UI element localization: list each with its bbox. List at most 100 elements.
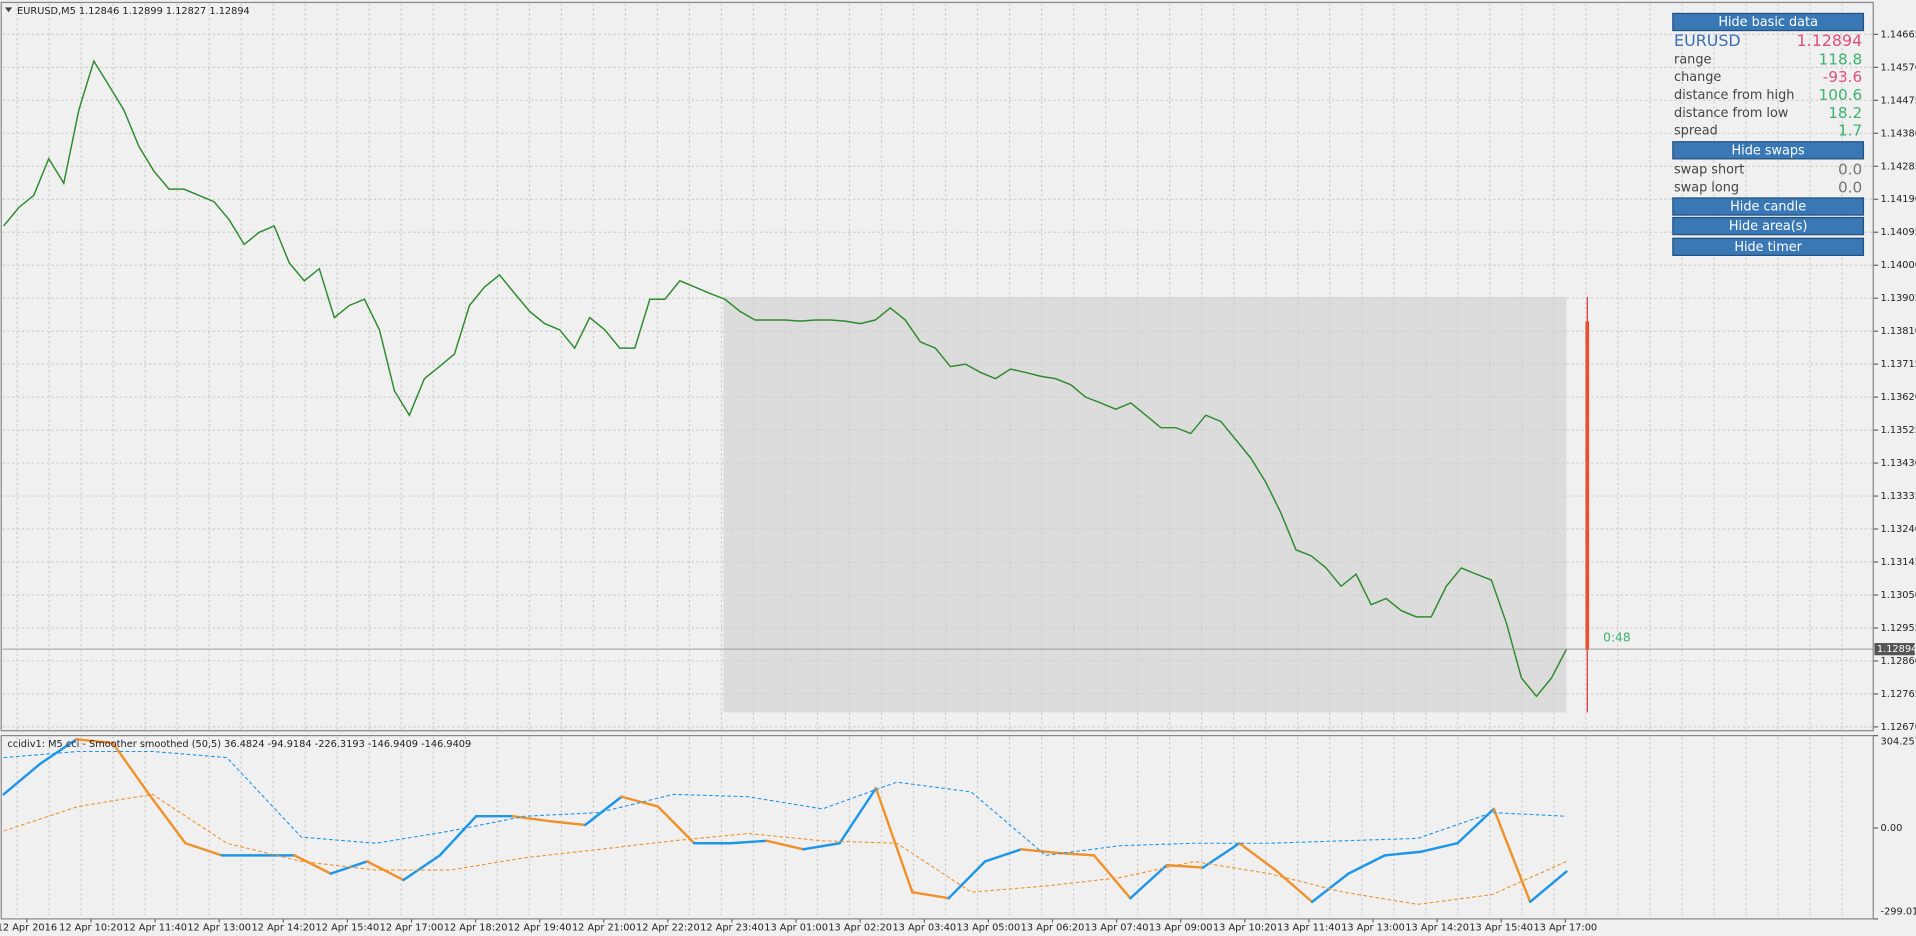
- x-tick-label: 13 Apr 02:20: [828, 922, 892, 933]
- x-tick-label: 12 Apr 11:40: [123, 922, 187, 933]
- y-tick-label: 1.12765: [1881, 689, 1916, 700]
- cci-segment: [729, 839, 769, 845]
- y-tick-label: 1.13905: [1881, 293, 1916, 304]
- swap-label: swap short: [1674, 162, 1744, 177]
- cci-segment: [1165, 863, 1205, 869]
- row-value: 1.7: [1838, 122, 1862, 140]
- x-tick-label: 12 Apr 23:40: [700, 922, 764, 933]
- cci-segment: [983, 848, 1023, 863]
- x-tick-label: 12 Apr 19:40: [508, 922, 572, 933]
- indicator-chart: 304.2579 0.00 -299.0195: [0, 734, 1916, 920]
- cci-segment: [438, 814, 478, 857]
- cci-segment: [620, 795, 660, 808]
- y-tick-label: 304.2579: [1881, 737, 1916, 748]
- y-tick-label: 1.13525: [1881, 425, 1916, 436]
- x-tick-label: 12 Apr 14:20: [251, 922, 315, 933]
- panel-button[interactable]: [1672, 141, 1865, 160]
- cci-segment: [947, 860, 987, 900]
- x-tick-label: 13 Apr 17:00: [1533, 922, 1597, 933]
- y-tick-label: 1.13240: [1881, 524, 1916, 535]
- x-tick-label: 13 Apr 03:40: [892, 922, 956, 933]
- panel-button-label[interactable]: Hide timer: [1734, 240, 1802, 255]
- indicator-frame: [0, 734, 1874, 920]
- row-label: spread: [1674, 124, 1718, 139]
- row-value: 118.8: [1819, 50, 1863, 68]
- x-tick-label: 12 Apr 18:20: [444, 922, 508, 933]
- swap-value: 0.0: [1838, 179, 1862, 197]
- cci-segment: [583, 795, 623, 827]
- cci-segment: [1310, 872, 1350, 904]
- cci-segment: [111, 741, 151, 796]
- cci-segment: [293, 854, 333, 875]
- y-tick-label: 1.13715: [1881, 359, 1916, 370]
- y-tick-label: 1.13810: [1881, 326, 1916, 337]
- x-tick-label: 12 Apr 21:00: [572, 922, 636, 933]
- current-price-label: 1.12894: [1877, 644, 1916, 655]
- y-tick-label: 1.14000: [1881, 260, 1916, 271]
- panel-button-label[interactable]: Hide basic data: [1718, 15, 1818, 30]
- y-tick-label: 1.14570: [1881, 62, 1916, 73]
- x-tick-label: 12 Apr 22:20: [636, 922, 700, 933]
- signal-line: [3, 793, 1567, 905]
- panel-button[interactable]: [1672, 197, 1865, 216]
- y-tick-label: 1.13335: [1881, 491, 1916, 502]
- overlay: EURUSD,M5 1.12846 1.12899 1.12827 1.1289…: [4, 6, 1631, 750]
- cci-segment: [1092, 854, 1132, 900]
- current-price-box: [1874, 643, 1915, 656]
- x-tick-label: 13 Apr 07:40: [1085, 922, 1149, 933]
- indicator-title: ccidiv1: M5 cci - Smoother smoothed (50,…: [7, 739, 471, 750]
- panel-button-label[interactable]: Hide swaps: [1732, 143, 1806, 158]
- cci-segment: [402, 854, 442, 882]
- menu-arrow[interactable]: [4, 7, 13, 13]
- x-tick-label: 12 Apr 13:00: [187, 922, 251, 933]
- y-tick-label: 1.14190: [1881, 194, 1916, 205]
- panel-button[interactable]: [1672, 12, 1865, 32]
- cci-segment: [838, 787, 878, 845]
- y-tick-label: 1.13620: [1881, 392, 1916, 403]
- cci-segment: [1528, 870, 1568, 904]
- swap-value: 0.0: [1838, 160, 1862, 178]
- y-tick-label: 1.14285: [1881, 161, 1916, 172]
- y-tick-label: 1.14475: [1881, 95, 1916, 106]
- panel-button[interactable]: [1672, 216, 1865, 236]
- y-tick-label: -299.0195: [1881, 907, 1916, 918]
- cci-segment: [329, 860, 369, 875]
- timer: 0:48: [1603, 630, 1630, 644]
- y-tick-label: 1.13145: [1881, 557, 1916, 568]
- x-tick-label: 13 Apr 01:00: [764, 922, 828, 933]
- cci-segment: [75, 738, 114, 745]
- x-tick-label: 12 Apr 10:20: [59, 922, 123, 933]
- y-tick-label: 0.00: [1881, 823, 1903, 834]
- x-tick-label: 13 Apr 09:00: [1149, 922, 1213, 933]
- x-tick-label: 12 Apr 17:00: [380, 922, 444, 933]
- y-tick-label: 1.12860: [1881, 656, 1916, 667]
- row-label: range: [1674, 52, 1711, 67]
- cci-segment: [1129, 863, 1168, 900]
- cci-segment: [911, 890, 950, 900]
- x-tick-label: 13 Apr 13:00: [1341, 922, 1405, 933]
- swap-label: swap long: [1674, 181, 1739, 196]
- y-tick-label: 1.14665: [1881, 29, 1916, 40]
- y-tick-label: 1.13050: [1881, 590, 1916, 601]
- x-tick-label: 13 Apr 15:40: [1469, 922, 1533, 933]
- chart-title: EURUSD,M5 1.12846 1.12899 1.12827 1.1289…: [17, 6, 250, 17]
- panel-button[interactable]: [1672, 237, 1865, 256]
- cci-segment: [802, 842, 841, 851]
- row-value: -93.6: [1823, 68, 1862, 86]
- cci-segment: [1347, 854, 1387, 875]
- panel-button-label[interactable]: Hide candle: [1730, 200, 1806, 215]
- price: 1.12894: [1797, 31, 1863, 50]
- y-tick-label: 1.14095: [1881, 227, 1916, 238]
- row-label: change: [1674, 70, 1721, 85]
- cci-segment: [1238, 842, 1277, 872]
- row-value: 100.6: [1819, 86, 1863, 104]
- panel-button-label[interactable]: Hide area(s): [1729, 219, 1808, 234]
- cci-segment: [1020, 848, 1059, 855]
- cci-segment: [38, 738, 78, 766]
- cci-segment: [1056, 851, 1096, 857]
- x-tick-label: 13 Apr 11:40: [1277, 922, 1341, 933]
- cci-segment: [184, 842, 223, 857]
